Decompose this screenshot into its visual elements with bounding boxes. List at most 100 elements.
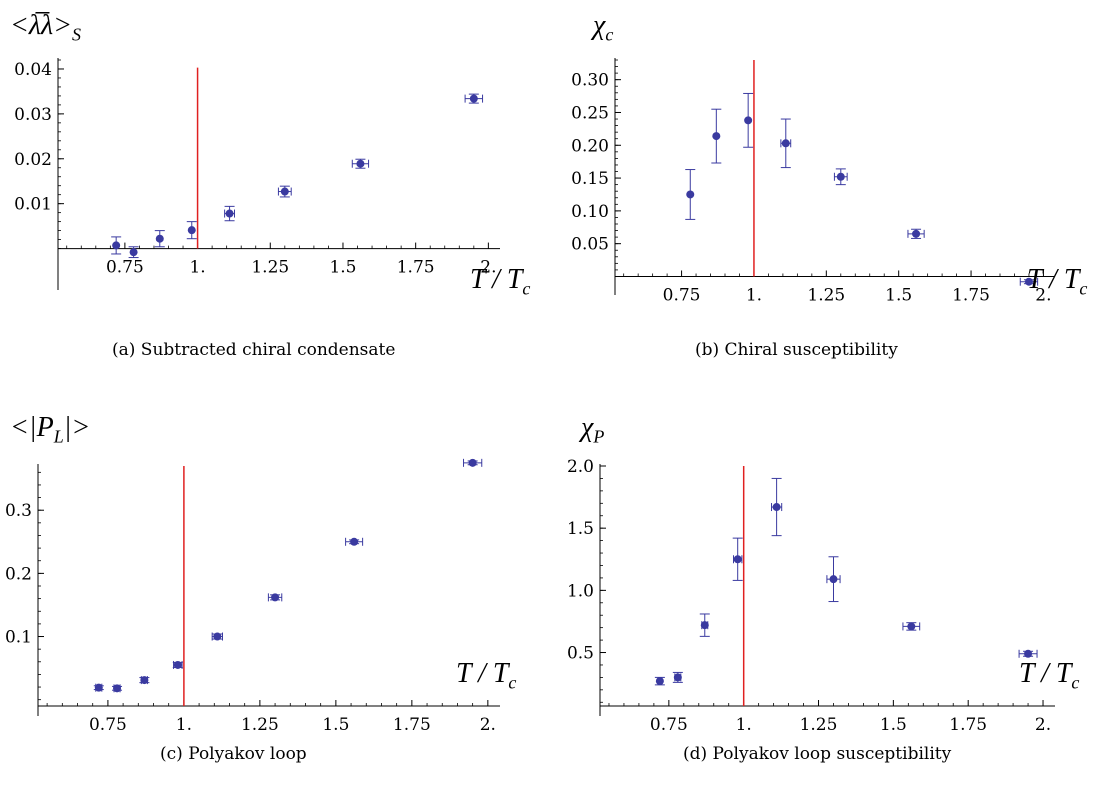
- data-marker: [112, 241, 121, 250]
- x-tick-label: 1.5: [880, 715, 907, 735]
- y-tick-label: 0.20: [571, 136, 609, 156]
- y-tick-label: 0.5: [567, 644, 594, 664]
- x-tick-label: 1.25: [241, 715, 279, 735]
- data-marker: [712, 132, 721, 141]
- data-point: [699, 613, 710, 637]
- data-marker: [1024, 649, 1033, 658]
- data-marker: [225, 209, 234, 218]
- caption-d: (d) Polyakov loop susceptibility: [683, 744, 952, 764]
- data-point: [743, 92, 754, 148]
- x-axis-label-a: T / Tc: [470, 264, 531, 299]
- y-tick-label: 0.25: [571, 103, 609, 123]
- data-point: [902, 622, 921, 631]
- data-marker: [94, 683, 103, 692]
- x-tick-label: 0.75: [663, 285, 701, 305]
- x-tick-label: 1.: [189, 258, 205, 278]
- data-point: [826, 556, 841, 603]
- data-marker: [271, 593, 280, 602]
- data-marker: [781, 139, 790, 148]
- x-tick-label: 1.25: [251, 258, 289, 278]
- caption-b: (b) Chiral susceptibility: [695, 340, 898, 360]
- data-marker: [1024, 277, 1033, 286]
- x-tick-label: 1.5: [329, 258, 356, 278]
- data-point: [464, 93, 484, 104]
- data-point: [907, 228, 925, 239]
- y-axis-label-d: χP: [581, 412, 605, 447]
- chart-c: 0.75 1. 1.25 1.5 1.75 2. 0.1 0.2 0.3: [5, 458, 500, 735]
- data-point: [277, 185, 292, 198]
- x-tick-label: 1.5: [322, 715, 349, 735]
- data-point: [211, 632, 223, 641]
- x-tick-label: 1.: [746, 285, 762, 305]
- x-tick-label: 0.75: [650, 715, 688, 735]
- data-marker: [140, 676, 149, 685]
- y-tick-label: 0.10: [571, 202, 609, 222]
- y-tick-label: 0.04: [14, 60, 52, 80]
- data-point: [685, 169, 696, 220]
- data-point: [172, 660, 183, 669]
- data-marker: [655, 677, 664, 686]
- data-marker: [468, 458, 477, 467]
- x-tick-label: 1.75: [393, 715, 431, 735]
- data-marker: [733, 555, 742, 564]
- y-tick-label: 1.0: [567, 581, 594, 601]
- data-point: [345, 537, 364, 546]
- x-tick-label: 1.25: [800, 715, 838, 735]
- y-tick-label: 0.30: [571, 71, 609, 91]
- caption-a: (a) Subtracted chiral condensate: [112, 340, 396, 360]
- y-tick-label: 0.3: [5, 501, 32, 521]
- x-tick-label: 1.75: [952, 285, 990, 305]
- chart-a: 0.75 1. 1.25 1.5 1.75 2. 0.01 0.02 0.03 0.04: [14, 58, 500, 290]
- data-point: [1018, 649, 1038, 658]
- y-tick-label: 0.03: [14, 105, 52, 125]
- data-point: [186, 221, 197, 240]
- y-tick-label: 0.01: [14, 195, 52, 215]
- data-marker: [113, 684, 122, 693]
- data-marker: [280, 187, 289, 196]
- y-tick-label: 0.02: [14, 150, 52, 170]
- y-tick-label: 0.1: [5, 628, 32, 648]
- data-point: [771, 477, 783, 537]
- y-tick-label: 2.0: [567, 457, 594, 477]
- x-tick-label: 1.5: [885, 285, 912, 305]
- panel-a: <λ̅λ>S 0.75 1. 1.25 1.5 1.75 2. 0.01 0.02 0.03 0.…: [0, 0, 555, 396]
- data-marker: [912, 229, 921, 238]
- x-tick-label: 1.: [736, 715, 752, 735]
- data-marker: [469, 94, 478, 103]
- data-marker: [155, 234, 164, 243]
- data-point: [833, 168, 848, 186]
- x-tick-label: 1.25: [807, 285, 845, 305]
- data-point: [111, 236, 122, 255]
- data-point: [154, 230, 165, 248]
- data-point: [112, 684, 123, 693]
- x-tick-label: 1.75: [397, 258, 435, 278]
- x-tick-label: 1.: [176, 715, 192, 735]
- data-marker: [673, 673, 682, 682]
- data-point: [128, 246, 139, 259]
- y-tick-label: 0.15: [571, 169, 609, 189]
- chart-b: 0.75 1. 1.25 1.5 1.75 2. 0.05 0.10 0.15 0.20 0.25 0…: [571, 58, 1055, 305]
- data-marker: [700, 621, 709, 630]
- data-point: [93, 683, 104, 692]
- x-tick-label: 0.75: [89, 715, 127, 735]
- data-marker: [129, 248, 138, 257]
- data-marker: [213, 632, 222, 641]
- data-marker: [356, 159, 365, 168]
- panel-b: χc 0.75 1. 1.25 1.5 1.75 2. 0.05 0.10 0.15 0.20 0.…: [555, 0, 1110, 396]
- caption-c: (c) Polyakov loop: [160, 744, 307, 764]
- y-tick-label: 0.05: [571, 235, 609, 255]
- x-axis-label-b: T / Tc: [1027, 264, 1088, 299]
- data-marker: [744, 116, 753, 125]
- data-marker: [187, 226, 196, 235]
- x-axis-label-d: T / Tc: [1019, 658, 1080, 693]
- data-point: [224, 205, 236, 222]
- data-marker: [829, 575, 838, 584]
- y-axis-label-c: <|PL|>: [10, 412, 91, 447]
- data-point: [711, 108, 722, 164]
- x-tick-label: 2.: [1035, 715, 1051, 735]
- data-point: [267, 593, 283, 602]
- panel-d: χP 0.75 1. 1.25 1.5 1.75 2. 0.5 1.0 1.5 2.0 T / T…: [555, 396, 1110, 792]
- x-tick-label: 0.75: [106, 258, 144, 278]
- data-point: [780, 118, 792, 169]
- data-point: [351, 158, 370, 169]
